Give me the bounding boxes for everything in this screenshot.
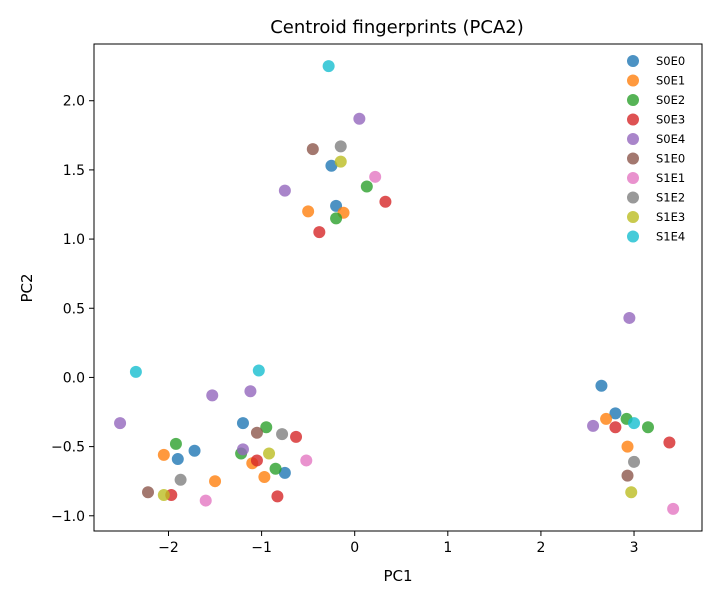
y-tick-label: 1.5 <box>63 163 85 179</box>
point-s1e1 <box>369 170 382 183</box>
point-s0e4 <box>236 443 249 456</box>
legend-label-s0e0: S0E0 <box>656 54 685 68</box>
point-s1e2 <box>174 473 187 486</box>
point-s0e4 <box>114 417 127 430</box>
point-s1e3 <box>625 486 638 499</box>
point-s1e0 <box>250 426 263 439</box>
point-s0e2 <box>260 421 273 434</box>
y-tick-label: 1.0 <box>63 232 85 248</box>
legend-marker-s1e2 <box>627 191 639 204</box>
point-s0e1 <box>209 475 222 488</box>
chart-title: Centroid fingerprints (PCA2) <box>270 17 524 38</box>
point-s0e4 <box>244 385 257 398</box>
x-axis-label: PC1 <box>383 567 412 585</box>
point-s1e1 <box>300 454 313 467</box>
legend-label-s0e3: S0E3 <box>656 113 685 127</box>
point-s0e4 <box>206 389 219 402</box>
point-s0e4 <box>587 419 600 432</box>
legend-marker-s0e1 <box>627 74 639 87</box>
point-s1e0 <box>142 486 155 499</box>
point-s1e3 <box>263 447 276 460</box>
legend-label-s1e2: S1E2 <box>656 191 685 205</box>
point-s0e3 <box>271 490 284 503</box>
y-tick-label: 0.0 <box>63 370 85 386</box>
legend-label-s0e4: S0E4 <box>656 132 685 146</box>
point-s0e4 <box>278 184 291 197</box>
point-s0e1 <box>258 471 271 484</box>
point-s1e3 <box>157 489 170 502</box>
point-s0e0 <box>278 466 291 479</box>
point-s1e0 <box>306 143 319 156</box>
x-tick-label: 2 <box>536 540 545 556</box>
data-points <box>114 60 680 515</box>
point-s0e0 <box>609 407 622 420</box>
axis-ticks: −2 −1 0 1 2 3 −1.0 −0.5 0.0 0.5 1.0 1.5 2.0 <box>51 94 638 556</box>
legend: S0E0 S0E1 S0E2 S0E3 S0E4 S1E0 S1E1 S1E2 S1E3 S1E4 <box>627 54 685 244</box>
legend-marker-s1e3 <box>627 211 639 223</box>
point-s1e2 <box>628 455 641 468</box>
x-tick-label: 1 <box>443 540 452 556</box>
point-s0e3 <box>609 421 622 434</box>
y-tick-label: −1.0 <box>51 509 85 525</box>
point-s0e3 <box>379 195 392 208</box>
x-tick-label: 3 <box>630 540 639 556</box>
legend-marker-s0e0 <box>627 55 639 67</box>
point-s0e1 <box>157 448 170 461</box>
point-s0e3 <box>663 436 676 449</box>
legend-label-s1e4: S1E4 <box>656 230 685 244</box>
point-s1e1 <box>667 502 680 515</box>
point-s1e2 <box>276 428 289 441</box>
point-s0e1 <box>302 205 315 218</box>
point-s0e0 <box>171 453 184 466</box>
legend-marker-s1e4 <box>627 230 639 243</box>
point-s0e0 <box>325 159 338 172</box>
y-tick-label: 0.5 <box>63 301 85 317</box>
point-s1e2 <box>334 140 347 153</box>
point-s0e2 <box>169 437 182 450</box>
point-s0e4 <box>353 112 366 125</box>
point-s1e4 <box>129 365 142 378</box>
point-s1e1 <box>199 494 212 507</box>
x-tick-label: −2 <box>158 540 179 556</box>
legend-label-s0e2: S0E2 <box>656 93 685 107</box>
point-s0e3 <box>290 430 303 443</box>
point-s0e0 <box>595 379 608 392</box>
legend-marker-s1e1 <box>627 172 639 184</box>
point-s1e4 <box>252 364 265 377</box>
plot-frame <box>93 43 703 532</box>
point-s0e4 <box>623 311 636 324</box>
point-s0e1 <box>621 440 634 453</box>
legend-marker-s0e2 <box>627 94 639 106</box>
point-s0e3 <box>250 454 263 467</box>
y-tick-label: 2.0 <box>63 94 85 110</box>
legend-label-s1e0: S1E0 <box>656 152 685 166</box>
point-s0e2 <box>269 462 282 475</box>
point-s0e0 <box>236 417 249 430</box>
point-s0e2 <box>330 212 343 225</box>
x-tick-label: 0 <box>350 540 359 556</box>
point-s1e4 <box>628 417 641 430</box>
x-tick-label: −1 <box>251 540 272 556</box>
point-s0e0 <box>188 444 201 457</box>
y-axis-label: PC2 <box>18 273 36 302</box>
legend-marker-s1e0 <box>627 152 639 165</box>
point-s1e4 <box>322 60 335 73</box>
point-s1e0 <box>621 469 634 482</box>
legend-label-s1e1: S1E1 <box>656 171 685 185</box>
y-tick-label: −0.5 <box>51 440 85 456</box>
point-s1e3 <box>334 155 347 168</box>
legend-marker-s0e4 <box>627 133 639 145</box>
point-s0e2 <box>641 421 654 434</box>
point-s0e1 <box>600 412 613 425</box>
legend-label-s0e1: S0E1 <box>656 74 685 88</box>
point-s0e2 <box>360 180 373 193</box>
point-s0e3 <box>313 226 326 239</box>
legend-label-s1e3: S1E3 <box>656 210 685 224</box>
legend-marker-s0e3 <box>627 113 639 126</box>
